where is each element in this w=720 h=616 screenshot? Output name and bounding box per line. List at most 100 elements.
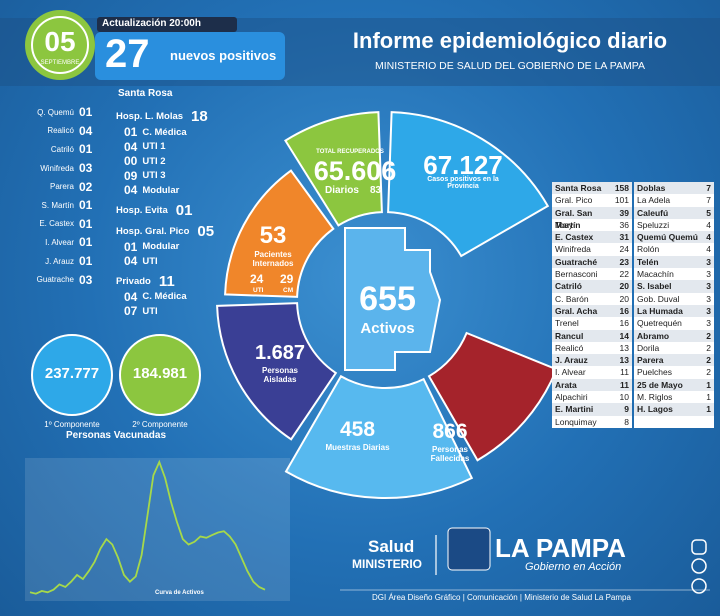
hospital-total: 01	[175, 201, 193, 219]
unit-name: Modular	[142, 184, 180, 196]
table-row: Telén 3	[634, 255, 714, 269]
update-bar	[97, 17, 237, 32]
table-name: Abramo	[637, 330, 670, 341]
unit-name: UTI 1	[142, 141, 166, 153]
unit-name: C. Médica	[142, 126, 187, 138]
locality-name: I. Alvear	[45, 237, 74, 247]
table-row: Quemú Quemú 4	[634, 231, 714, 244]
locality: Parera 02	[5, 177, 97, 196]
hospital-name: Hosp. L. Molas	[116, 111, 184, 122]
table-column: Doblas 7 La Adela 7 Caleufú 5 Speluzzi 4 Quemú Q…	[634, 182, 714, 428]
locality-count: 03	[79, 161, 93, 176]
samples-label: Muestras Diarias	[325, 443, 390, 452]
table-count: 9	[624, 404, 629, 415]
table-row: Lonquimay 8	[552, 416, 632, 428]
locality-name: Guatrache	[36, 275, 74, 285]
table-name: Macachín	[637, 269, 674, 280]
locality-count: 01	[79, 105, 93, 120]
table-name: Guatraché	[555, 256, 598, 267]
table-name: Dorila	[637, 342, 660, 353]
table-count: 4	[706, 244, 711, 255]
unit-count: 04	[124, 139, 138, 154]
table-name: H. Lagos	[637, 404, 673, 415]
table-count: 7	[706, 195, 711, 206]
hospitalized-label: Pacientes Internados	[252, 250, 294, 268]
hospital-unit: 01 Modular	[124, 240, 226, 255]
locality: I. Alvear 01	[5, 233, 97, 252]
unit-count: 07	[124, 304, 138, 319]
locality: Q. Quemú 01	[5, 103, 97, 122]
table-count: 4	[706, 232, 711, 243]
table-row: Trenel 16	[552, 317, 632, 329]
table-row: Arata 11	[552, 378, 632, 392]
hospital: Hosp. Evita 01	[116, 202, 226, 219]
table-name: 25 de Mayo	[637, 379, 683, 390]
table-row: Caleufú 5	[634, 206, 714, 219]
table-name: Catriló	[555, 281, 582, 292]
locality-name: Realicó	[47, 126, 74, 136]
unit-count: 01	[124, 239, 138, 254]
active: 655	[359, 280, 416, 318]
table-count: 11	[620, 379, 629, 390]
table-count: 16	[619, 318, 629, 329]
icon-twitter[interactable]	[691, 578, 707, 594]
table-row: Winifreda 24	[552, 243, 632, 255]
positives: 67.127	[423, 150, 503, 180]
table-row: La Humada 3	[634, 304, 714, 318]
date-circle	[25, 10, 95, 80]
table-name: Alpachiri	[555, 392, 588, 403]
table-count: 2	[706, 342, 711, 353]
table-row: Realicó 13	[552, 342, 632, 354]
table-name: E. Martini	[555, 404, 594, 415]
table-row: Guatraché 23	[552, 255, 632, 269]
table-count: 13	[619, 355, 629, 366]
footer-ministry: MINISTERIO	[352, 557, 423, 571]
locality-count: 04	[79, 123, 93, 138]
table-row: Rolón 4	[634, 243, 714, 255]
title: Informe epidemiológico diario	[352, 28, 668, 53]
footer-credits: DGI Área Diseño Gráfico | Comunicación |…	[372, 593, 631, 602]
hospital-unit: 00 UTI 2	[124, 154, 226, 169]
hospital-total: 18	[191, 108, 208, 125]
dose-1-label: 1º Componente	[44, 420, 100, 429]
table-count: 20	[619, 281, 629, 292]
table-row: M. Riglos 1	[634, 391, 714, 403]
table-count: 158	[614, 183, 629, 193]
locality-name: Q. Quemú	[37, 107, 74, 117]
table-count: 3	[706, 293, 711, 304]
hospital-unit: 07 UTI	[124, 304, 226, 319]
table-name: Parera	[637, 355, 664, 366]
table-row: Gral. Acha 16	[552, 304, 632, 318]
locality-name: S. Martín	[41, 200, 74, 210]
ring-segment	[284, 111, 383, 227]
table-count: 3	[706, 269, 711, 280]
dose-2: 184.981	[132, 365, 188, 382]
table-name: Speluzzi	[637, 219, 670, 230]
active-label: Activos	[360, 320, 415, 337]
table-count: 7	[706, 183, 711, 193]
positives-label: Casos positivos en la Provincia	[427, 176, 499, 190]
unit-name: UTI	[142, 255, 158, 267]
table-count: 36	[619, 219, 629, 230]
icu: 24	[250, 272, 264, 286]
table-name: J. Arauz	[555, 355, 588, 366]
locality-name: Winifreda	[40, 163, 74, 173]
locality: E. Castex 01	[5, 215, 97, 234]
recovered: 65.606	[313, 156, 397, 186]
table-row: E. Castex 31	[552, 231, 632, 244]
cm-label: CM	[283, 287, 294, 294]
table-name: Rancul	[555, 330, 584, 341]
table-name: Arata	[555, 379, 577, 390]
table-name: I. Alvear	[555, 367, 586, 378]
locality-name: Parera	[49, 182, 74, 192]
icon-instagram[interactable]	[691, 539, 707, 555]
icon-facebook[interactable]	[691, 558, 707, 574]
isolated: 1.687	[254, 342, 306, 364]
table-name: E. Castex	[555, 232, 594, 243]
table-count: 3	[706, 318, 711, 329]
table-name: Telén	[637, 256, 659, 267]
table-name: Doblas	[637, 183, 666, 193]
table-name: Winifreda	[555, 244, 591, 255]
date-day: 05	[44, 26, 76, 57]
